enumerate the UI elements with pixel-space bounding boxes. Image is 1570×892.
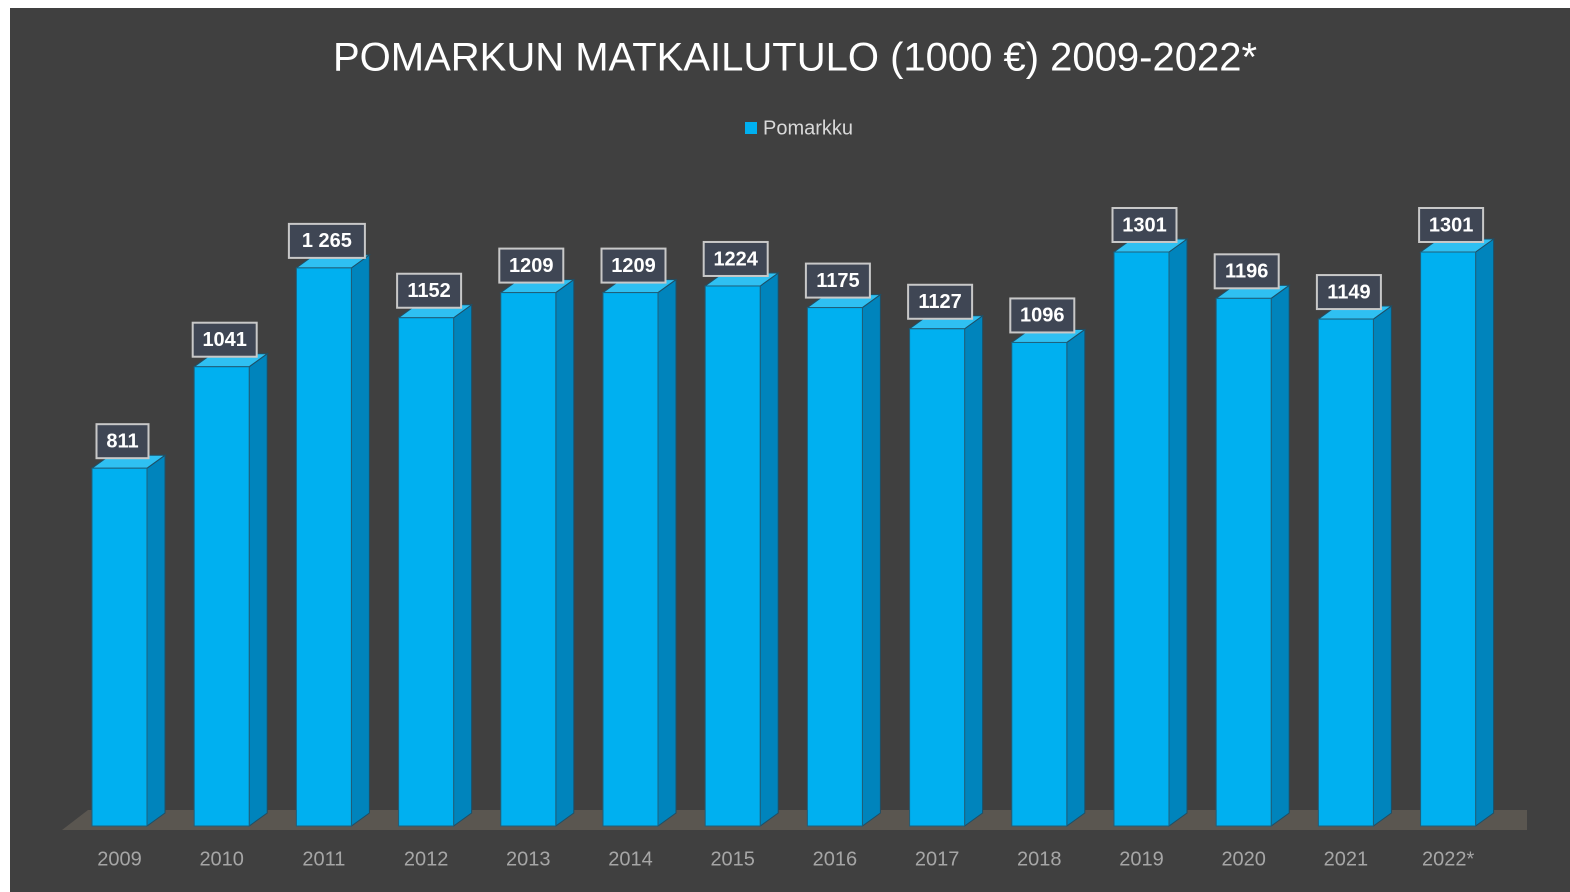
data-label-box [1009, 297, 1076, 334]
data-label-box [1418, 207, 1485, 243]
bar-front [91, 467, 148, 827]
data-label: 1301 [1429, 214, 1474, 236]
bar [805, 293, 882, 827]
floor [62, 810, 1527, 830]
legend-label: Pomarkku [763, 117, 853, 139]
bar-side [350, 253, 370, 827]
bar-side [146, 454, 166, 827]
bar-front [295, 267, 352, 827]
data-label-box [95, 423, 150, 460]
bar-front [806, 307, 863, 827]
x-tick-label: 2019 [1119, 848, 1164, 870]
x-tick-label: 2016 [813, 848, 858, 870]
data-label: 1096 [1020, 305, 1065, 327]
bar-side [555, 278, 575, 827]
x-tick-label: 2017 [915, 848, 960, 870]
data-label: 1 265 [302, 230, 352, 252]
x-tick-label: 2018 [1017, 848, 1062, 870]
bar [294, 253, 371, 827]
x-tick-label: 2011 [302, 848, 345, 870]
data-label-box [396, 272, 463, 309]
bar-side [248, 352, 268, 827]
data-label-box [804, 262, 871, 299]
bar [601, 278, 678, 827]
bar [90, 454, 167, 827]
bar [1419, 238, 1496, 827]
x-tick-label: 2022* [1422, 848, 1474, 870]
bar-front [1011, 341, 1068, 827]
bar-side [453, 303, 473, 827]
bar-side [1372, 305, 1392, 827]
bar-side [759, 271, 779, 827]
data-label-box [287, 222, 366, 259]
bar-front [500, 292, 557, 827]
data-label: 1224 [713, 248, 758, 270]
bar-side [1270, 284, 1290, 827]
bar-front [1317, 318, 1374, 827]
bar-front [1215, 297, 1272, 827]
data-label: 1209 [509, 255, 554, 277]
x-tick-label: 2009 [97, 848, 142, 870]
bar-side [1168, 238, 1188, 827]
data-label-box [498, 247, 565, 284]
data-label: 1152 [407, 280, 450, 302]
data-label: 1149 [1327, 281, 1370, 303]
data-label: 811 [106, 430, 138, 452]
data-label: 1041 [202, 329, 247, 351]
data-label: 1209 [611, 255, 656, 277]
bar-side [1066, 328, 1086, 827]
x-tick-label: 2010 [199, 848, 244, 870]
legend-swatch [745, 122, 757, 134]
data-label-box [1213, 253, 1280, 290]
x-tick-label: 2014 [608, 848, 653, 870]
bar-front [193, 366, 250, 827]
data-label: 1127 [918, 291, 961, 313]
bar [703, 271, 780, 827]
bar [1316, 305, 1393, 827]
data-label: 1175 [816, 270, 859, 292]
x-tick-label: 2012 [404, 848, 449, 870]
bar-front [398, 317, 455, 827]
bar-front [704, 285, 761, 827]
bar-front [1420, 251, 1477, 827]
data-label: 1301 [1122, 214, 1167, 236]
bar-side [964, 314, 984, 827]
bar [192, 352, 269, 827]
bar [1010, 328, 1087, 827]
bar-front [909, 328, 966, 827]
x-tick-label: 2020 [1221, 848, 1266, 870]
data-label-box [1111, 207, 1178, 243]
bar [908, 314, 985, 827]
chart-background [10, 8, 1570, 892]
chart-title: POMARKUN MATKAILUTULO (1000 €) 2009-2022… [333, 36, 1257, 80]
bar-front [1113, 251, 1170, 827]
data-label-box [191, 321, 258, 358]
data-label-box [702, 240, 769, 277]
bar [397, 303, 474, 827]
x-tick-label: 2015 [710, 848, 755, 870]
data-label: 1196 [1225, 261, 1268, 283]
bar-front [602, 292, 659, 827]
bar-side [657, 278, 677, 827]
x-tick-label: 2013 [506, 848, 551, 870]
data-label-box [907, 283, 974, 320]
data-label-box [600, 247, 667, 284]
x-tick-label: 2021 [1324, 848, 1369, 870]
bar [1112, 238, 1189, 827]
bar-side [861, 293, 881, 827]
bar [1214, 284, 1291, 827]
bar-side [1475, 238, 1495, 827]
bar [499, 278, 576, 827]
data-label-box [1315, 274, 1382, 311]
